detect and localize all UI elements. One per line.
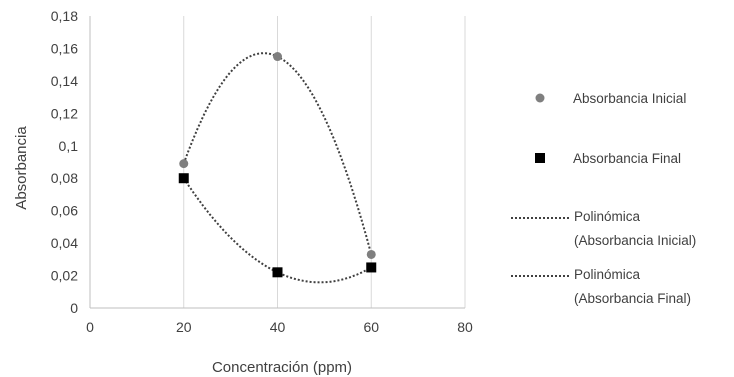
legend-marker-initial xyxy=(535,93,545,103)
point-final xyxy=(178,173,189,184)
point-initial xyxy=(179,159,189,169)
x-tick-label: 60 xyxy=(363,319,379,335)
x-tick-label: 0 xyxy=(86,319,94,335)
legend-trendline-label: (Absorbancia Final) xyxy=(574,291,691,306)
point-final xyxy=(366,262,377,273)
y-tick-label: 0,16 xyxy=(51,40,78,56)
y-tick-label: 0,12 xyxy=(51,105,78,121)
y-tick-label: 0 xyxy=(70,300,78,316)
legend: Absorbancia Inicial Absorbancia Final Poli… xyxy=(511,91,696,306)
legend-trendline-label: (Absorbancia Inicial) xyxy=(574,233,696,248)
y-tick-label: 0,04 xyxy=(51,235,78,251)
legend-label: Absorbancia Final xyxy=(573,151,681,166)
x-tick-label: 20 xyxy=(176,319,192,335)
y-tick-label: 0,02 xyxy=(51,268,78,284)
data-points xyxy=(178,52,377,278)
y-tick-label: 0,14 xyxy=(51,73,78,89)
x-axis-title: Concentración (ppm) xyxy=(212,359,352,376)
y-tick-label: 0,08 xyxy=(51,170,78,186)
trendline-2 xyxy=(182,177,372,284)
legend-label: Absorbancia Inicial xyxy=(573,91,686,106)
legend-trendline-label: Polinómica xyxy=(574,267,641,282)
grid xyxy=(183,16,466,308)
point-initial xyxy=(273,52,282,62)
y-tick-label: 0,06 xyxy=(51,203,78,219)
tick-labels: 0 20 40 60 80 0 0,02 0,04 0,06 0,08 0,1 0,12 0,14 0,1… xyxy=(51,8,473,335)
legend-marker-final xyxy=(535,153,545,163)
x-tick-label: 80 xyxy=(457,319,473,335)
y-tick-label: 0,1 xyxy=(59,138,79,154)
point-final xyxy=(272,267,283,278)
y-axis-title: Absorbancia xyxy=(13,126,30,210)
legend-trendline-label: Polinómica xyxy=(574,209,641,224)
axes xyxy=(89,16,465,309)
x-tick-label: 40 xyxy=(270,319,286,335)
y-tick-label: 0,18 xyxy=(51,8,78,24)
point-initial xyxy=(366,249,376,259)
